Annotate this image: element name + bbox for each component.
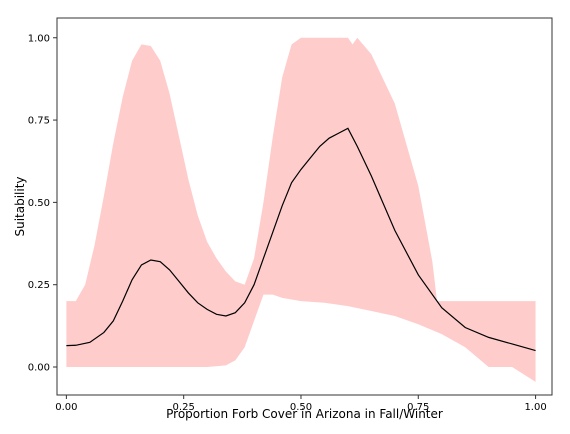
x-tick-label: 0.00 [55,402,77,413]
y-tick-label: 0.00 [28,363,50,374]
x-axis-title: Proportion Forb Cover in Arizona in Fall… [166,407,443,421]
y-tick-label: 1.00 [28,33,50,44]
y-tick-label: 0.25 [28,280,50,291]
y-tick-label: 0.75 [28,116,50,127]
y-axis-title: Suitability [13,176,27,236]
confidence-band [66,38,535,382]
x-tick-label: 1.00 [524,402,546,413]
plot-area [66,38,535,382]
y-tick-label: 0.50 [28,198,50,209]
